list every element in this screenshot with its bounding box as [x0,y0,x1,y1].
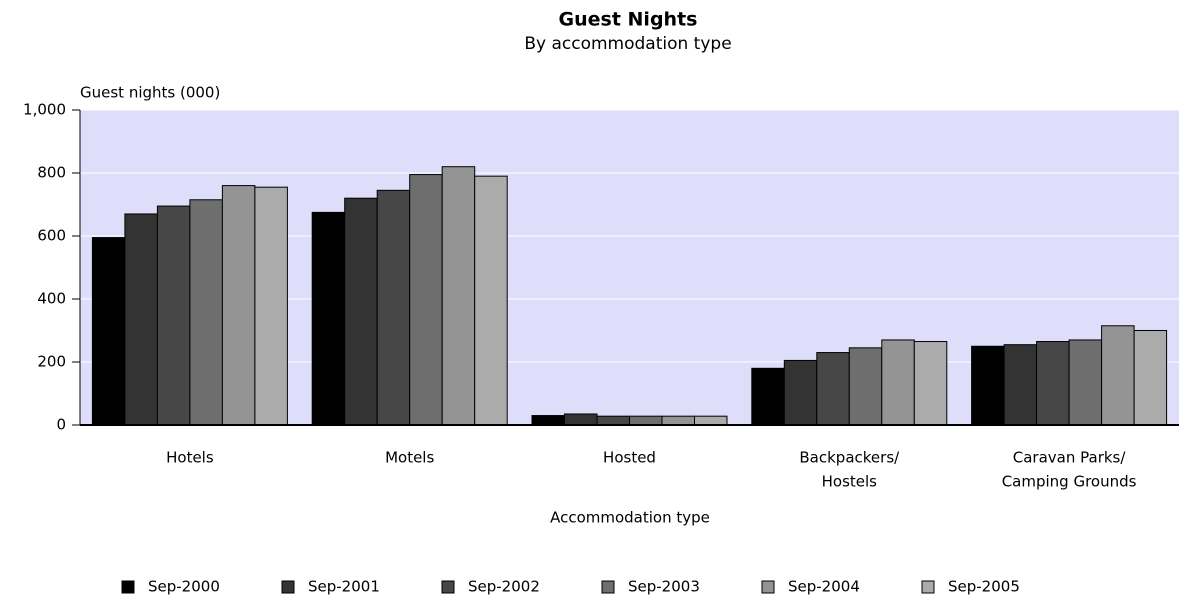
bar [221,185,256,426]
bar [881,339,915,426]
y-tick-label: 600 [37,227,66,245]
legend-label: Sep-2000 [148,578,220,596]
x-tick-label: Hostels [822,473,878,491]
bar [474,175,508,426]
bar [913,341,948,426]
bar [91,237,126,426]
chart-title: Guest Nights [559,9,698,31]
x-axis-title: Accommodation type [550,509,710,527]
y-tick-label: 200 [37,353,66,371]
legend-swatch [281,580,295,594]
bar [783,359,818,426]
bar [124,213,158,426]
legend-label: Sep-2001 [308,578,380,596]
bar [1068,339,1103,426]
chart-subtitle: By accommodation type [524,34,731,54]
bar [409,174,443,426]
x-tick-label: Caravan Parks/ [1013,449,1127,467]
bar [694,415,728,426]
bar [531,415,565,426]
y-tick-label: 400 [37,290,66,308]
bar [751,367,785,426]
bar [1101,325,1135,426]
y-tick-label: 0 [56,416,66,434]
x-tick-label: Motels [385,449,434,467]
x-tick-label: Camping Grounds [1002,473,1137,491]
legend-label: Sep-2004 [788,578,860,596]
bar [564,413,598,426]
bar [816,352,850,426]
bar [1036,341,1070,426]
bar [254,186,288,426]
bar [189,199,223,426]
bar [156,205,191,426]
legend-label: Sep-2002 [468,578,540,596]
bar [1003,344,1038,426]
bar [376,189,411,426]
legend-swatch [441,580,455,594]
legend-swatch [601,580,615,594]
bar [596,415,630,426]
y-tick-label: 800 [37,164,66,182]
bar [629,415,663,426]
bar [848,347,883,426]
y-tick-label: 1,000 [23,101,66,119]
bar [311,211,346,426]
x-tick-label: Hotels [166,449,214,467]
legend-swatch [921,580,935,594]
bar [661,415,695,426]
legend-swatch [761,580,775,594]
x-tick-label: Hosted [603,449,656,467]
bar [344,197,378,426]
bar [441,166,476,426]
bar [1133,330,1168,426]
bar [971,345,1005,426]
x-tick-label: Backpackers/ [799,449,900,467]
legend-label: Sep-2005 [948,578,1020,596]
legend-swatch [121,580,135,594]
legend-label: Sep-2003 [628,578,700,596]
y-axis-title: Guest nights (000) [80,84,220,102]
